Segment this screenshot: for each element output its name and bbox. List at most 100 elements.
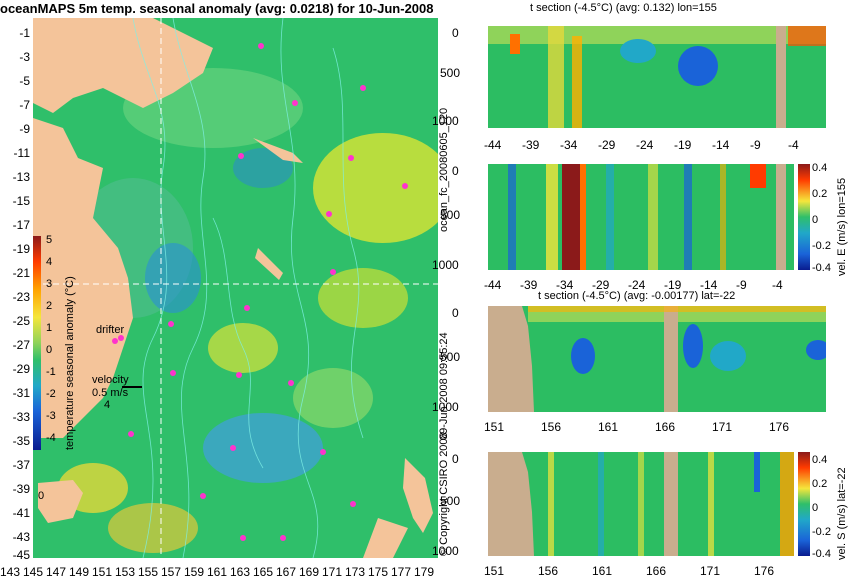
panel-3-ytick: 0 bbox=[452, 306, 459, 320]
lat-label: -7 bbox=[19, 98, 30, 112]
velocity-legend-small: 4 bbox=[104, 399, 111, 411]
lat-label: -43 bbox=[12, 530, 30, 544]
lon-label: 151 bbox=[92, 565, 113, 579]
panel-1-title: t section (-4.5°C) (avg: 0.132) lon=155 bbox=[530, 2, 717, 14]
sst-anomaly-map[interactable] bbox=[33, 18, 438, 558]
map-colorbar-tick: -3 bbox=[46, 410, 56, 422]
panel-4-cbar-tick: -0.2 bbox=[812, 526, 831, 538]
lat-label: -5 bbox=[19, 74, 30, 88]
panel-2-plot bbox=[488, 164, 794, 270]
temp-section-lon155[interactable] bbox=[488, 26, 826, 128]
lat-label: -37 bbox=[12, 458, 30, 472]
lon-label: 157 bbox=[161, 565, 182, 579]
lat-label: -17 bbox=[12, 218, 30, 232]
lon-label: 161 bbox=[207, 565, 228, 579]
panel-2-ytick: 500 bbox=[440, 208, 461, 222]
lat-label: -23 bbox=[12, 290, 30, 304]
panel-4-cbar-tick: 0.4 bbox=[812, 454, 828, 466]
panel-3-xtick: 156 bbox=[541, 420, 562, 434]
lat-label: -3 bbox=[19, 50, 30, 64]
lat-label: -1 bbox=[19, 26, 30, 40]
panel-1-xtick: -19 bbox=[674, 138, 692, 152]
panel-1-xtick: -24 bbox=[636, 138, 654, 152]
lat-label: -41 bbox=[12, 506, 30, 520]
lat-label: -9 bbox=[19, 122, 30, 136]
panel-1-xtick: -34 bbox=[560, 138, 578, 152]
panel-2-ytick: 0 bbox=[452, 164, 459, 178]
lat-label: -45 bbox=[12, 548, 30, 562]
panel-2-xtick: -44 bbox=[484, 278, 502, 292]
panel-4-xtick: 176 bbox=[754, 564, 775, 578]
panel-2-xtick: -34 bbox=[556, 278, 574, 292]
panel-1-ytick: 500 bbox=[440, 66, 461, 80]
lon-label: 165 bbox=[253, 565, 274, 579]
panel-4-xtick: 161 bbox=[592, 564, 613, 578]
panel-4-colorbar bbox=[798, 452, 810, 556]
lon-label: 145 bbox=[23, 565, 44, 579]
panel-2-xtick: -24 bbox=[628, 278, 646, 292]
lon-label: 169 bbox=[299, 565, 320, 579]
map-colorbar-tick: 5 bbox=[46, 234, 53, 246]
panel-3-xtick: 151 bbox=[484, 420, 505, 434]
velocity-legend-label: velocity bbox=[92, 374, 129, 386]
lon-label: 173 bbox=[345, 565, 366, 579]
panel-2-cbar-tick: 0.4 bbox=[812, 162, 828, 174]
panel-2-xtick: -14 bbox=[700, 278, 718, 292]
panel-3-xtick: 176 bbox=[769, 420, 790, 434]
panel-3-ytick: 500 bbox=[440, 350, 461, 364]
lat-label: -13 bbox=[12, 170, 30, 184]
panel-4-ytick: 500 bbox=[440, 494, 461, 508]
panel-1-ytick: 1000 bbox=[432, 114, 459, 128]
velocity-legend-value: 0.5 m/s bbox=[92, 387, 129, 399]
panel-3-xtick: 166 bbox=[655, 420, 676, 434]
lon-label: 179 bbox=[414, 565, 435, 579]
lat-label: -39 bbox=[12, 482, 30, 496]
lat-label: -33 bbox=[12, 410, 30, 424]
panel-2-cbar-tick: -0.2 bbox=[812, 240, 831, 252]
map-colorbar-label: temperature seasonal anomaly (°C) bbox=[64, 276, 76, 450]
drifter-legend-label: drifter bbox=[96, 324, 125, 336]
panel-3-ytick: 1000 bbox=[432, 400, 459, 414]
panel-2-colorbar-label: vel. E (m/s) lon=155 bbox=[836, 177, 848, 276]
lon-label: 143 bbox=[0, 565, 21, 579]
panel-1-xtick: -9 bbox=[750, 138, 761, 152]
panel-4-ytick: 0 bbox=[452, 452, 459, 466]
lon-label: 155 bbox=[138, 565, 159, 579]
lat-label: -31 bbox=[12, 386, 30, 400]
lat-label: -35 bbox=[12, 434, 30, 448]
panel-2-xtick: -29 bbox=[592, 278, 610, 292]
lon-label: 167 bbox=[276, 565, 297, 579]
map-colorbar-tick: 2 bbox=[46, 300, 53, 312]
panel-3-plot bbox=[488, 306, 826, 412]
panel-2-xtick: -19 bbox=[664, 278, 682, 292]
drifter-marker-icon bbox=[112, 338, 118, 344]
lon-label: 171 bbox=[322, 565, 343, 579]
map-colorbar-tick: -1 bbox=[46, 366, 56, 378]
temp-section-lat-22[interactable] bbox=[488, 306, 826, 412]
panel-4-xtick: 151 bbox=[484, 564, 505, 578]
lat-label: -29 bbox=[12, 362, 30, 376]
panel-2-cbar-tick: 0.2 bbox=[812, 188, 828, 200]
lat-label: -11 bbox=[13, 146, 30, 160]
lon-label: 159 bbox=[184, 565, 205, 579]
panel-2-ytick: 1000 bbox=[432, 258, 459, 272]
panel-2-cbar-tick: 0 bbox=[812, 214, 819, 226]
vel-south-section-lat-22[interactable] bbox=[488, 452, 794, 556]
panel-2-xtick: -39 bbox=[520, 278, 538, 292]
panel-4-xtick: 166 bbox=[646, 564, 667, 578]
lon-label: 147 bbox=[46, 565, 67, 579]
panel-2-colorbar bbox=[798, 164, 810, 270]
panel-4-colorbar-label: vel. S (m/s) lat=-22 bbox=[836, 467, 848, 560]
panel-2-xtick: -9 bbox=[736, 278, 747, 292]
vel-east-section-lon155[interactable] bbox=[488, 164, 794, 270]
panel-1-xtick: -14 bbox=[712, 138, 730, 152]
lat-label: -19 bbox=[12, 242, 30, 256]
panel-1-ytick: 0 bbox=[452, 26, 459, 40]
map-colorbar-tick: 4 bbox=[46, 256, 53, 268]
map-title: oceanMAPS 5m temp. seasonal anomaly (avg… bbox=[0, 1, 434, 16]
map-colorbar-tick: 1 bbox=[46, 322, 53, 334]
velocity-arrow-icon bbox=[122, 386, 142, 388]
panel-4-cbar-tick: -0.4 bbox=[812, 548, 831, 560]
zero-contour-label: 0 bbox=[38, 490, 45, 502]
timestamp-label: 09-Jun-2008 09:55:24 bbox=[438, 332, 450, 440]
